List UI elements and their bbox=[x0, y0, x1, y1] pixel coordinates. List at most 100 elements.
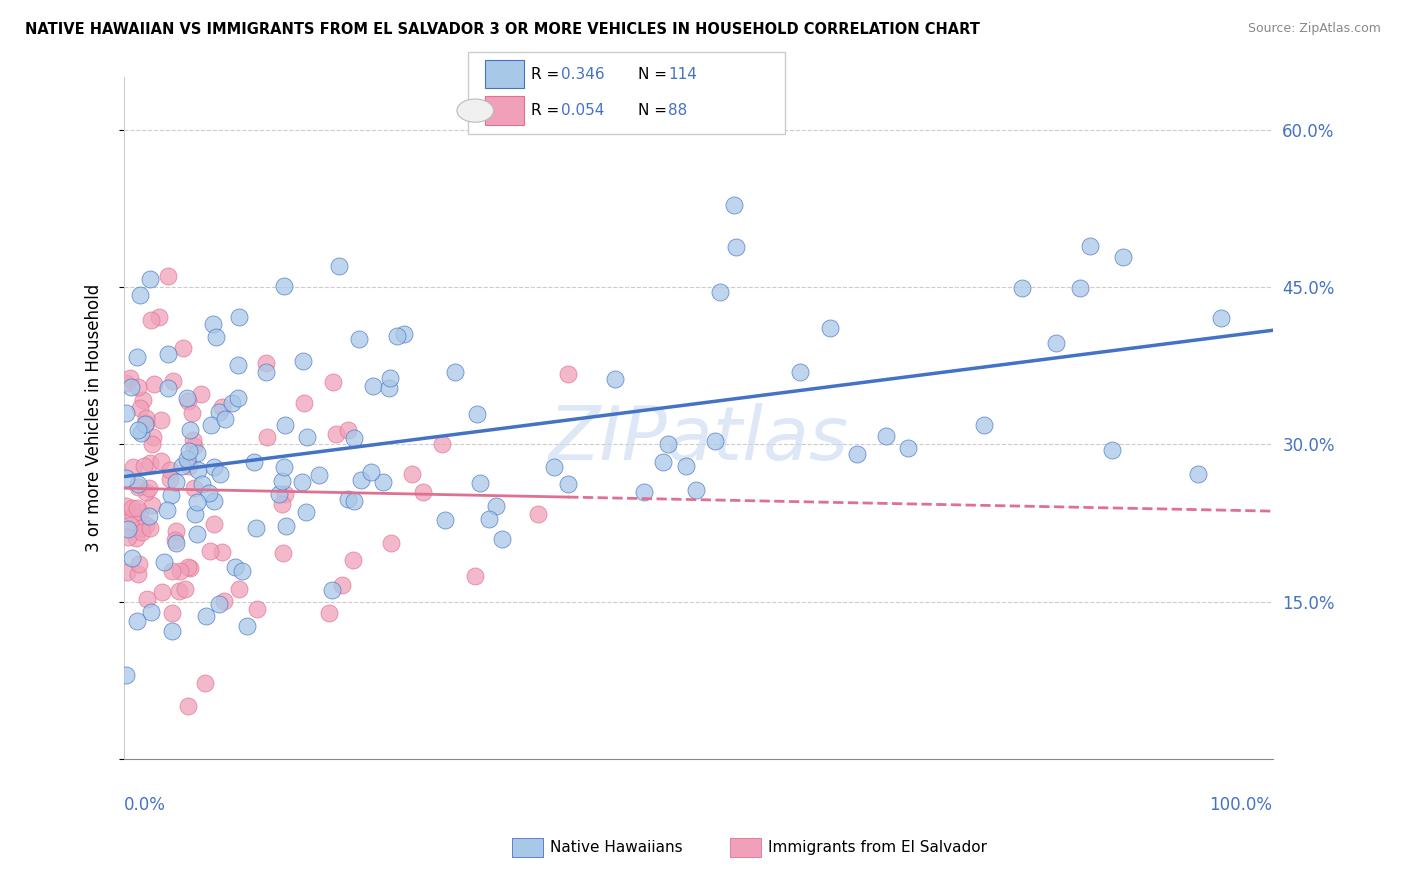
Point bbox=[709, 285, 731, 299]
Point bbox=[129, 505, 152, 519]
Point bbox=[360, 465, 382, 479]
Point bbox=[115, 406, 138, 420]
Point bbox=[294, 505, 316, 519]
Point bbox=[176, 391, 198, 405]
Point bbox=[132, 393, 155, 408]
Point bbox=[169, 564, 191, 578]
Point bbox=[177, 699, 200, 714]
Point bbox=[115, 376, 138, 391]
Point bbox=[115, 565, 138, 579]
Point bbox=[845, 447, 868, 461]
Point bbox=[226, 391, 249, 405]
Point bbox=[209, 467, 232, 482]
Point bbox=[177, 559, 200, 574]
Point bbox=[177, 455, 200, 469]
Point bbox=[380, 536, 402, 550]
Point bbox=[204, 329, 226, 343]
Point bbox=[120, 380, 142, 394]
Point bbox=[347, 332, 370, 346]
Point bbox=[141, 498, 163, 512]
Point bbox=[180, 406, 202, 420]
Point bbox=[156, 268, 179, 283]
Point bbox=[254, 365, 277, 379]
Point bbox=[337, 492, 360, 507]
Point bbox=[179, 423, 201, 437]
Point bbox=[371, 475, 394, 490]
Point bbox=[325, 426, 347, 441]
Point bbox=[245, 602, 267, 616]
Point bbox=[156, 347, 179, 361]
Point bbox=[121, 500, 143, 515]
Point bbox=[633, 484, 655, 499]
Point bbox=[162, 374, 184, 388]
Point bbox=[378, 381, 401, 395]
Point bbox=[703, 434, 725, 448]
Point bbox=[221, 396, 243, 410]
Point bbox=[465, 407, 488, 421]
Point bbox=[322, 375, 344, 389]
Point bbox=[153, 555, 176, 569]
Point bbox=[789, 365, 811, 379]
Point bbox=[349, 474, 371, 488]
Point bbox=[342, 553, 364, 567]
Point bbox=[183, 482, 205, 496]
Point bbox=[186, 495, 208, 509]
Text: Source: ZipAtlas.com: Source: ZipAtlas.com bbox=[1247, 22, 1381, 36]
Point bbox=[134, 458, 156, 473]
Point bbox=[231, 564, 253, 578]
Point bbox=[195, 608, 218, 623]
Point bbox=[343, 494, 366, 508]
Point bbox=[202, 517, 225, 532]
Point bbox=[139, 521, 162, 535]
Point bbox=[228, 582, 250, 596]
Point bbox=[1187, 467, 1209, 482]
Text: 0.0%: 0.0% bbox=[124, 797, 166, 814]
Point bbox=[149, 454, 172, 468]
Text: N =: N = bbox=[638, 67, 672, 81]
Point bbox=[118, 518, 141, 533]
Point bbox=[208, 597, 231, 611]
Point bbox=[201, 318, 224, 332]
Point bbox=[134, 417, 156, 431]
Point bbox=[160, 606, 183, 620]
Point bbox=[155, 503, 177, 517]
Point bbox=[269, 487, 291, 501]
Point bbox=[143, 377, 166, 392]
Point bbox=[134, 411, 156, 425]
Point bbox=[1011, 281, 1033, 295]
Point bbox=[444, 365, 467, 379]
Point bbox=[191, 476, 214, 491]
Point bbox=[194, 676, 217, 690]
Point bbox=[125, 501, 148, 516]
Point bbox=[875, 429, 897, 443]
Text: 88: 88 bbox=[668, 103, 688, 118]
Point bbox=[200, 543, 222, 558]
Point bbox=[148, 310, 170, 324]
Point bbox=[115, 668, 138, 682]
Point bbox=[187, 463, 209, 477]
Text: N =: N = bbox=[638, 103, 672, 118]
Point bbox=[169, 583, 191, 598]
Point bbox=[163, 533, 186, 547]
Point bbox=[127, 480, 149, 494]
Point bbox=[165, 536, 187, 550]
Point bbox=[160, 624, 183, 638]
Point bbox=[557, 367, 579, 381]
Point bbox=[125, 614, 148, 628]
Point bbox=[271, 475, 294, 489]
Point bbox=[685, 483, 707, 498]
Point bbox=[165, 524, 187, 538]
Point bbox=[186, 446, 208, 460]
Point bbox=[184, 508, 207, 522]
Point bbox=[973, 418, 995, 433]
Point bbox=[211, 400, 233, 414]
Point bbox=[159, 463, 181, 477]
Text: 100.0%: 100.0% bbox=[1209, 797, 1272, 814]
Point bbox=[468, 476, 491, 491]
Point bbox=[139, 456, 162, 470]
Point bbox=[330, 578, 353, 592]
Point bbox=[723, 198, 745, 212]
Point bbox=[433, 513, 456, 527]
Point bbox=[214, 593, 236, 607]
Point bbox=[361, 378, 384, 392]
